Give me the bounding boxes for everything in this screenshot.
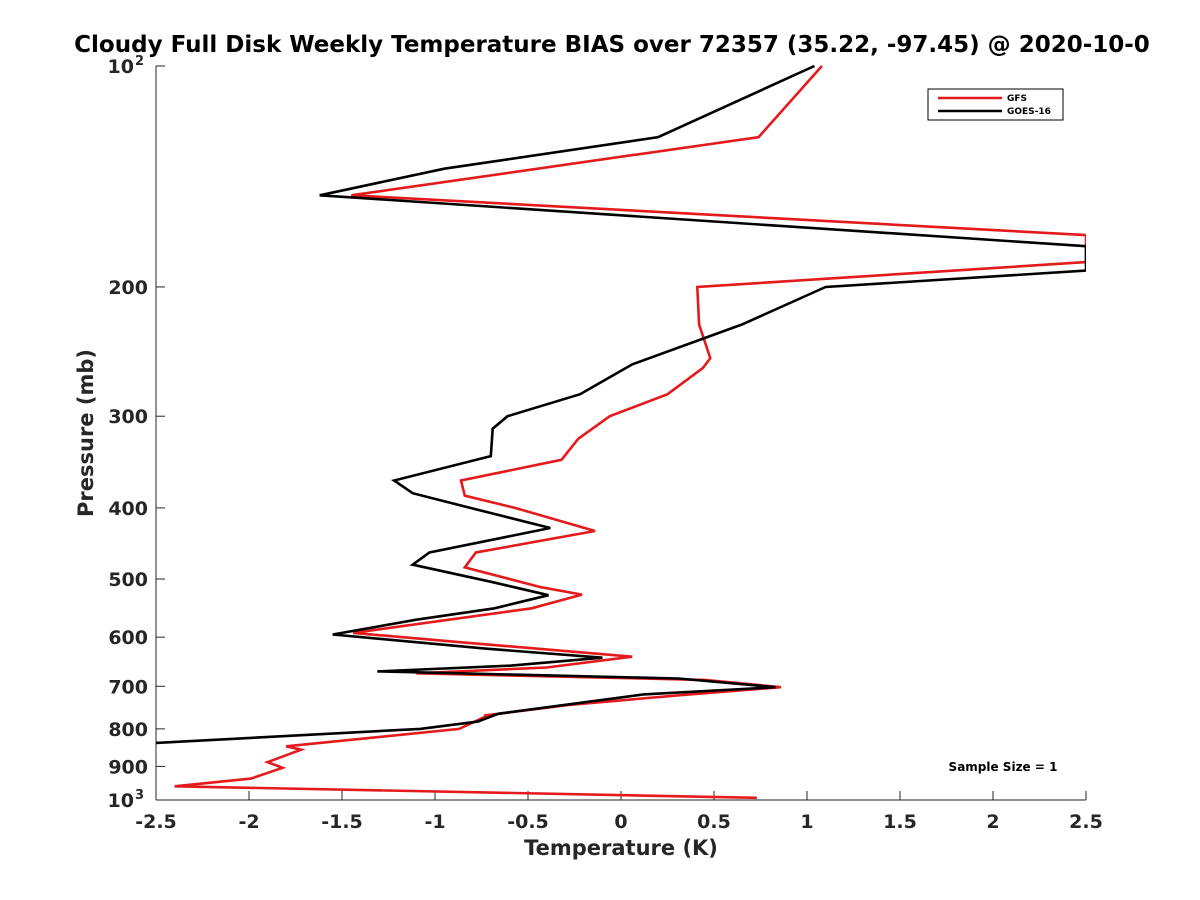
x-tick-label: 2.5 [1069,811,1103,833]
y-tick-label: 300 [108,406,148,428]
plot-area [155,66,1086,801]
x-tick-label: -1.5 [321,811,363,833]
series-line-goes-16 [156,64,1086,745]
legend: GFS GOES-16 [927,88,1064,121]
y-tick-exponent: 2 [135,54,144,69]
y-tick-label: 800 [108,719,148,741]
series-line-gfs [174,65,1086,800]
y-tick-label: 200 [108,277,148,299]
chart-title: Cloudy Full Disk Weekly Temperature BIAS… [74,32,1150,58]
x-tick-label: -2 [238,811,259,833]
y-tick-label: 900 [108,756,148,778]
x-tick-label: 1.5 [883,811,917,833]
x-tick-label: 1 [800,811,813,833]
x-tick-label: 0 [614,811,627,833]
y-tick-label: 600 [108,627,148,649]
x-ticks: -2.5 -2 -1.5 -1 -0.5 0 0.5 1 1.5 2 2.5 [135,791,1103,833]
series-lines [156,64,1086,800]
y-tick-label: 400 [108,498,148,520]
x-tick-label: -0.5 [507,811,549,833]
y-tick-label: 10 [108,790,134,812]
y-tick-label: 500 [108,569,148,591]
legend-label: GFS [1007,94,1027,104]
y-tick-exponent: 3 [135,788,144,803]
x-axis-label: Temperature (K) [524,836,718,860]
legend-box [927,88,1064,121]
x-tick-label: 0.5 [697,811,731,833]
x-tick-label: 2 [986,811,999,833]
x-tick-label: -2.5 [135,811,177,833]
y-tick-label: 10 [108,56,134,78]
legend-label: GOES-16 [1007,107,1051,117]
y-tick-label: 700 [108,676,148,698]
sample-size-note: Sample Size = 1 [949,760,1058,774]
x-tick-label: -1 [424,811,445,833]
y-axis-label: Pressure (mb) [74,349,98,517]
